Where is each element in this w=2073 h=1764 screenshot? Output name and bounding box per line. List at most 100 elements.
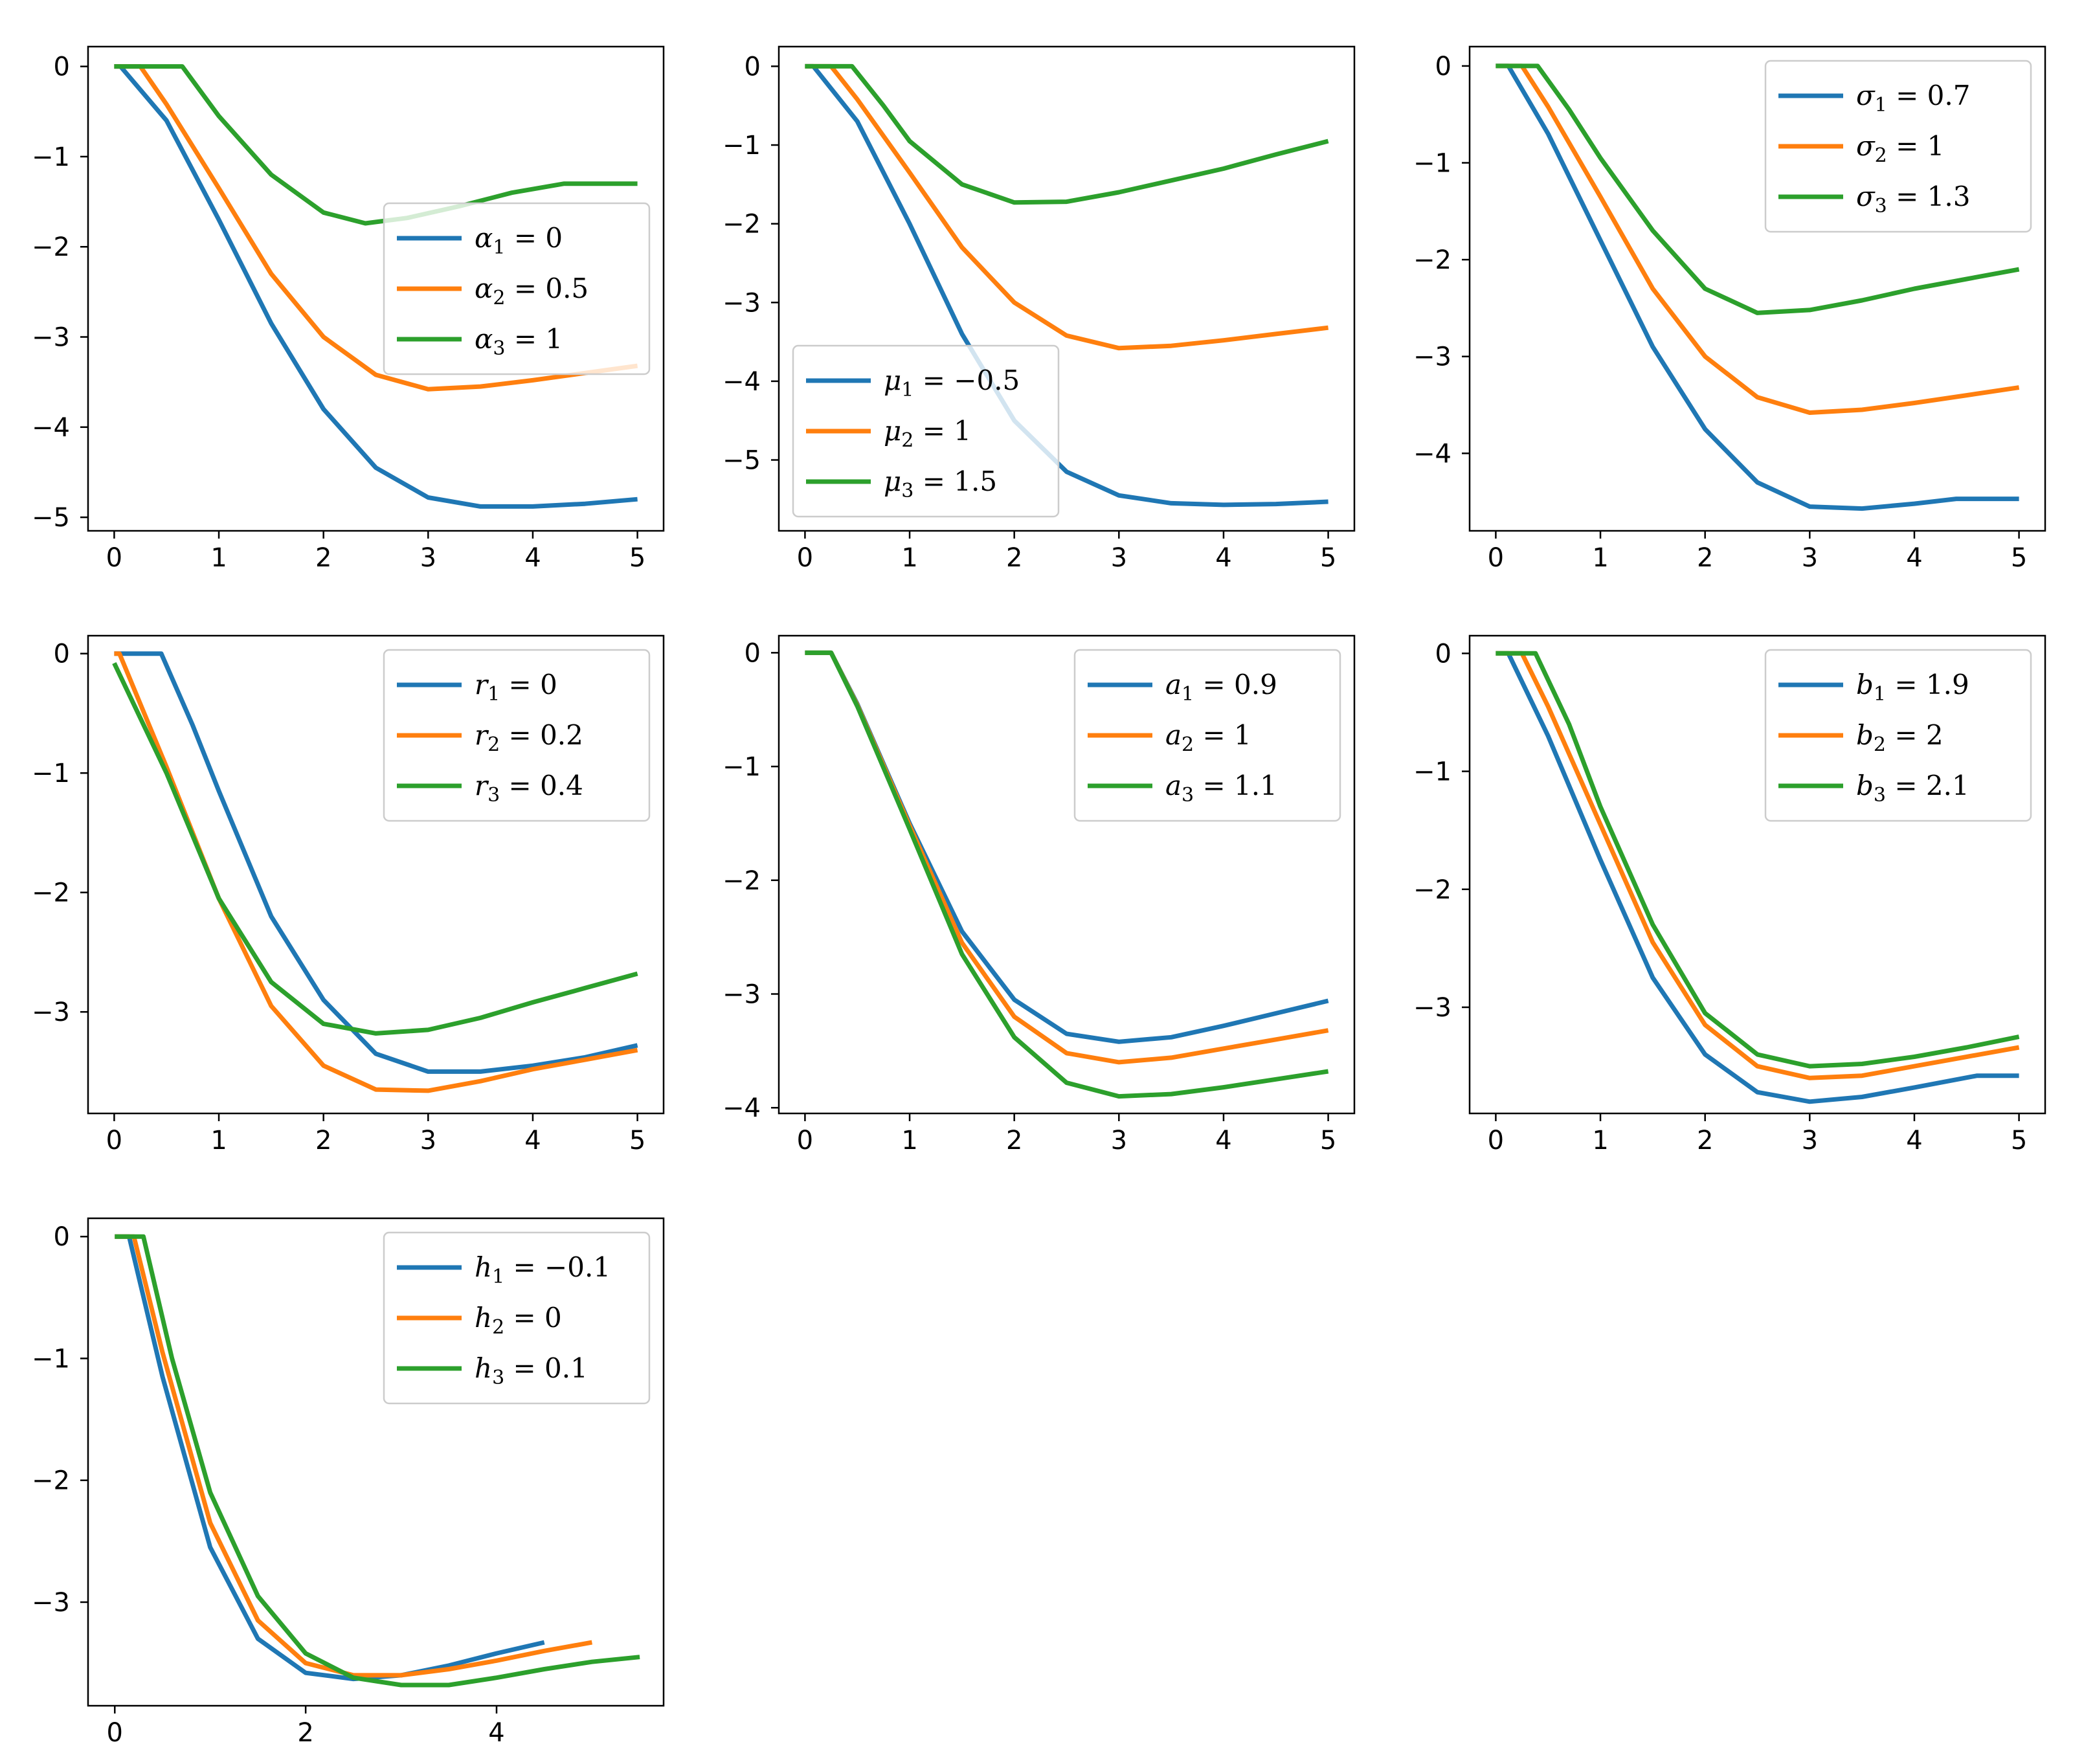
y-tick-label: −2 (723, 866, 761, 896)
y-tick-label: 0 (1435, 639, 1451, 669)
x-tick-label: 4 (488, 1718, 504, 1748)
legend-box (383, 649, 651, 822)
y-tick-label: −2 (1413, 245, 1451, 275)
plot-sigma: 0 1 2 3 4 5 0 −1 −2 −3 −4 σ1 = 0.7 σ2 = 1 σ3 = 1.3 (1413, 45, 2046, 573)
x-tick-label: 1 (901, 1126, 917, 1156)
y-tick-label: −3 (1413, 993, 1451, 1023)
x-tick-label: 5 (2011, 1126, 2027, 1156)
legend-box (1073, 649, 1341, 822)
axes-frame (778, 634, 1356, 1115)
x-tick-label: 5 (2011, 543, 2027, 573)
legend-label-2: b2 = 2 (1856, 719, 1944, 756)
x-tick-label: 2 (1697, 543, 1713, 573)
y-tick-label: −2 (32, 1466, 70, 1496)
legend-label-3: σ3 = 1.3 (1856, 181, 1970, 218)
x-tick-label: 3 (420, 543, 436, 573)
plot-alpha: 0 1 2 3 4 5 0 −1 −2 −3 −4 −5 α1 = 0 α2 = 0.5 α3 = 1 (32, 45, 665, 573)
subplot-b: 0 1 2 3 4 5 0 −1 −2 −3 b1 = 1.9 b2 = 2 b3 = 2.1 (1382, 589, 2073, 1172)
y-tick-label: −1 (32, 759, 70, 788)
x-tick-label: 3 (1111, 1126, 1127, 1156)
legend: μ1 = −0.5 μ2 = 1 μ3 = 1.5 (792, 344, 1060, 518)
x-tick-label: 2 (315, 1126, 331, 1156)
x-tick-label: 1 (1592, 543, 1608, 573)
series-line-3 (1496, 63, 2020, 315)
axes-frame (87, 1217, 665, 1707)
y-tick-label: −3 (32, 998, 70, 1027)
x-tick-label: 1 (210, 1126, 227, 1156)
y-tick-label: 0 (54, 1222, 70, 1252)
legend-label-3: μ3 = 1.5 (884, 465, 997, 502)
subplot-mu: 0 1 2 3 4 5 0 −1 −2 −3 −4 −5 μ1 = −0.5 μ2 = 1 μ3 = 1.5 (691, 0, 1382, 589)
subplot-sigma: 0 1 2 3 4 5 0 −1 −2 −3 −4 σ1 = 0.7 σ2 = 1 σ3 = 1.3 (1382, 0, 2073, 589)
legend-label-2: σ2 = 1 (1856, 130, 1944, 167)
legend: a1 = 0.9 a2 = 1 a3 = 1.1 (1073, 649, 1341, 822)
y-tick-label: −3 (723, 980, 761, 1010)
y-tick-label: 0 (54, 640, 70, 669)
plot-h: 0 2 4 0 −1 −2 −3 h1 = −0.1 h2 = 0 h3 = 0.1 (32, 1217, 665, 1748)
legend-label-3: r3 = 0.4 (475, 770, 583, 807)
y-tick-label: −1 (1413, 757, 1451, 787)
legend-box (383, 1231, 651, 1405)
legend-label-1: a1 = 0.9 (1165, 669, 1277, 706)
y-tick-label: −2 (1413, 875, 1451, 905)
legend: h1 = −0.1 h2 = 0 h3 = 0.1 (383, 1231, 651, 1405)
series-line-2 (114, 64, 638, 392)
series-line-1 (114, 64, 638, 509)
x-tick-label: 0 (1488, 543, 1504, 573)
y-tick-label: 0 (745, 638, 761, 668)
y-tick-label: −5 (32, 503, 70, 533)
legend: σ1 = 0.7 σ2 = 1 σ3 = 1.3 (1764, 60, 2032, 233)
x-tick-label: 0 (107, 1718, 123, 1748)
y-tick-label: −4 (723, 367, 761, 397)
y-tick-label: 0 (1435, 52, 1451, 82)
series-line-3 (1496, 651, 2020, 1069)
plot-a: 0 1 2 3 4 5 0 −1 −2 −3 −4 a1 = 0.9 a2 = 1 a3 = 1.1 (723, 634, 1356, 1156)
series-line-1 (1496, 651, 2019, 1104)
x-tick-label: 5 (629, 543, 645, 573)
legend-label-1: h1 = −0.1 (475, 1251, 611, 1288)
legend: b1 = 1.9 b2 = 2 b3 = 2.1 (1764, 649, 2032, 822)
legend-box (1764, 649, 2032, 822)
series-line-1 (1496, 63, 2019, 511)
x-tick-label: 4 (524, 1126, 541, 1156)
x-tick-label: 1 (901, 543, 917, 573)
y-tick-label: 0 (54, 52, 70, 82)
x-tick-label: 0 (1488, 1126, 1504, 1156)
x-tick-label: 2 (1006, 543, 1022, 573)
series-line-3 (112, 662, 638, 1036)
y-tick-label: 0 (745, 52, 761, 82)
y-tick-label: −1 (1413, 149, 1451, 179)
legend-label-1: μ1 = −0.5 (884, 364, 1020, 401)
series-line-2 (114, 651, 638, 1093)
series-line-3 (805, 650, 1329, 1099)
series-line-3 (805, 63, 1329, 205)
series-line-2 (1496, 63, 2020, 415)
legend-label-3: α3 = 1 (475, 323, 563, 360)
x-tick-label: 1 (210, 543, 227, 573)
y-tick-label: −2 (723, 210, 761, 240)
plot-b: 0 1 2 3 4 5 0 −1 −2 −3 b1 = 1.9 b2 = 2 b3 = 2.1 (1413, 634, 2046, 1156)
legend-label-2: r2 = 0.2 (475, 719, 583, 756)
legend-label-3: h3 = 0.1 (475, 1352, 588, 1389)
axes-frame (87, 45, 665, 532)
y-tick-label: −1 (723, 131, 761, 161)
legend: α1 = 0 α2 = 0.5 α3 = 1 (383, 202, 651, 375)
series-line-2 (1496, 651, 2020, 1080)
y-tick-label: −3 (32, 1588, 70, 1618)
x-tick-label: 4 (1215, 1126, 1231, 1156)
series-line-3 (115, 1234, 640, 1688)
x-tick-label: 3 (1802, 1126, 1818, 1156)
legend-label-2: a2 = 1 (1165, 719, 1251, 756)
x-tick-label: 0 (797, 543, 813, 573)
axes-frame (1468, 634, 2046, 1115)
series-line-2 (805, 63, 1329, 351)
legend-label-1: σ1 = 0.7 (1856, 80, 1970, 117)
y-tick-label: −1 (32, 1344, 70, 1374)
x-tick-label: 0 (106, 543, 122, 573)
legend-label-3: a3 = 1.1 (1165, 770, 1277, 807)
x-tick-label: 1 (1592, 1126, 1608, 1156)
x-tick-label: 2 (1006, 1126, 1022, 1156)
axes-frame (1468, 45, 2046, 532)
legend: r1 = 0 r2 = 0.2 r3 = 0.4 (383, 649, 651, 822)
